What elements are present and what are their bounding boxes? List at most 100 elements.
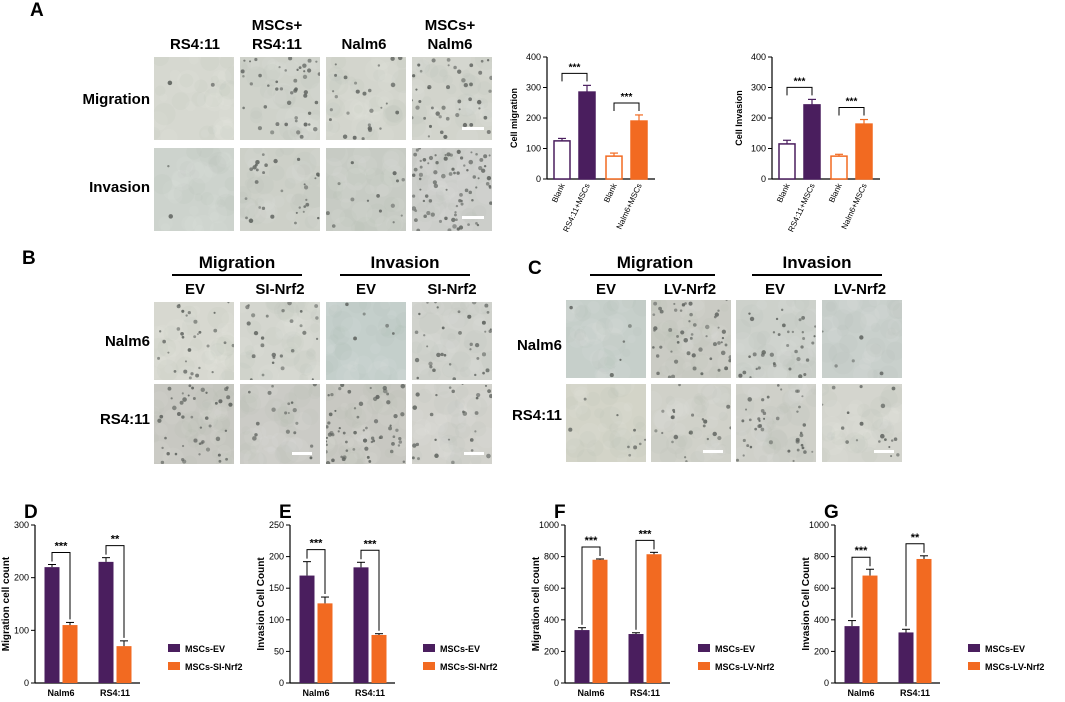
micrograph-texture [566, 300, 646, 378]
x-tick-label: RS4:11+MSCs [561, 182, 591, 233]
y-tick-label: 400 [526, 52, 541, 62]
micrograph-texture [736, 300, 816, 378]
y-tick-label: 200 [526, 113, 541, 123]
bar [371, 634, 387, 683]
significance-label: *** [55, 541, 69, 553]
significance-label: *** [794, 76, 806, 87]
column-header-ev: EV [595, 281, 616, 298]
micrograph [412, 57, 492, 140]
x-tick-label: Blank [775, 181, 792, 204]
y-axis-label: Migration cell count [531, 556, 542, 651]
significance-bracket [306, 549, 326, 595]
y-axis-label: Cell Invasion [734, 90, 744, 146]
significance-label: *** [569, 62, 581, 73]
legend-label: MSCs-EV [185, 644, 225, 654]
row-label-nalm6: Nalm6 [104, 333, 150, 350]
significance-label: *** [364, 538, 378, 550]
significance-label: *** [621, 92, 633, 103]
significance-bracket [51, 552, 71, 620]
micrograph [240, 384, 320, 464]
bar [605, 155, 623, 180]
significance-label: ** [111, 534, 120, 546]
micrograph [822, 300, 902, 378]
legend-label: MSCs-SI-Nrf2 [185, 662, 243, 672]
y-tick-label: 400 [814, 615, 829, 625]
y-axis-label: Invasion Cell Count [256, 557, 267, 651]
y-tick-label: 0 [24, 678, 29, 688]
y-tick-label: 200 [751, 113, 766, 123]
micrograph [154, 302, 234, 380]
micrograph-texture [822, 384, 902, 462]
bar [592, 559, 608, 683]
micrograph [736, 384, 816, 462]
micrograph [412, 384, 492, 464]
y-tick-label: 400 [751, 52, 766, 62]
micrograph-texture [154, 148, 234, 231]
micrograph-texture [240, 57, 320, 140]
y-tick-label: 800 [544, 552, 559, 562]
y-tick-label: 50 [274, 646, 284, 656]
x-tick-label: Blank [550, 181, 567, 204]
y-tick-label: 200 [544, 646, 559, 656]
micrograph-texture [240, 384, 320, 464]
micrograph [154, 384, 234, 464]
group-label-migration: Migration [198, 253, 276, 272]
x-tick-label: RS4:11 [900, 688, 930, 698]
row-label-migration: Migration [82, 91, 151, 108]
bar [574, 630, 590, 683]
group-underline [172, 274, 302, 276]
micrograph-texture [154, 302, 234, 380]
bar [628, 634, 644, 683]
significance-bracket [360, 549, 380, 631]
significance-label: *** [855, 545, 869, 557]
panel-letter-b: B [22, 248, 36, 269]
micrograph-texture [326, 148, 406, 231]
micrograph [326, 148, 406, 231]
micrograph-texture [326, 384, 406, 464]
y-tick-label: 800 [814, 552, 829, 562]
bar [855, 123, 873, 180]
micrograph-texture [154, 57, 234, 140]
y-tick-label: 200 [14, 573, 29, 583]
column-header-lv-nrf2: LV-Nrf2 [833, 281, 887, 298]
legend-swatch [968, 644, 980, 652]
panel-letter: F [554, 502, 566, 523]
micrograph-texture [412, 148, 492, 231]
row-label-rs411: RS4:11 [99, 411, 150, 428]
x-tick-label: Nalm6 [577, 688, 604, 698]
y-tick-label: 250 [269, 520, 284, 530]
scale-bar [462, 127, 484, 130]
legend-swatch [423, 644, 435, 652]
significance-label: *** [310, 538, 324, 550]
bar [898, 632, 914, 683]
significance-bracket [105, 545, 125, 638]
micrograph [154, 148, 234, 231]
micrograph-texture [566, 384, 646, 462]
legend-swatch [968, 662, 980, 670]
chart-f: F 0 200 400 600 800 1000 Migration cell count Na… [531, 502, 774, 698]
y-tick-label: 100 [269, 615, 284, 625]
legend-swatch [423, 662, 435, 670]
micrograph-texture [412, 384, 492, 464]
micrograph-texture [822, 300, 902, 378]
x-tick-label: Blank [827, 181, 844, 204]
micrograph [736, 300, 816, 378]
micrograph [412, 148, 492, 231]
legend-label: MSCs-LV-Nrf2 [715, 662, 774, 672]
significance-bracket [635, 539, 655, 630]
micrograph-texture [326, 302, 406, 380]
y-tick-label: 600 [814, 583, 829, 593]
chart-e: E 0 50 100 150 200 250 Invasion Cell Count Nalm6… [256, 502, 498, 698]
bar [116, 646, 132, 683]
micrograph-texture [651, 384, 731, 462]
column-header-si-nrf2: SI-Nrf2 [427, 281, 477, 298]
bar [299, 575, 315, 683]
micrograph-texture [154, 384, 234, 464]
panel-letter: G [824, 502, 839, 523]
micrograph-texture [412, 302, 492, 380]
legend-label: MSCs-EV [985, 644, 1025, 654]
scale-bar [703, 450, 723, 453]
bar [830, 155, 848, 180]
micrograph [154, 57, 234, 140]
